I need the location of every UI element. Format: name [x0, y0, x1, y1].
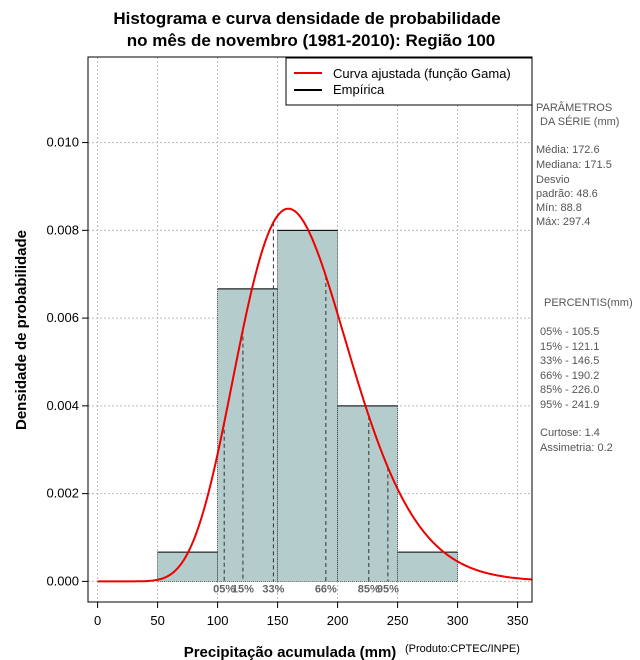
x-tick-label-350: 350 [507, 613, 529, 628]
credit-text: (Produto:CPTEC/INPE) [405, 643, 520, 655]
param-media: Média: 172.6 [536, 144, 600, 156]
legend: Curva ajustada (função Gama) Empírica [285, 57, 533, 106]
pct-05: 05% - 105.5 [540, 326, 599, 338]
pct-85: 85% - 226.0 [540, 384, 599, 396]
y-tick-label-0: 0.000 [46, 573, 79, 588]
y-axis: 0.000 0.002 0.004 0.006 0.008 0.010 [46, 135, 88, 588]
params-title-2: DA SÉRIE (mm) [540, 115, 619, 128]
percentile-lines [223, 222, 389, 582]
bar-2 [277, 229, 339, 582]
y-tick-label-2: 0.004 [46, 398, 79, 413]
y-axis-label: Densidade de probabilidade [13, 230, 30, 430]
y-tick-label-1: 0.002 [46, 486, 79, 501]
x-axis-label: Precipitação acumulada (mm) [184, 644, 397, 660]
pct-15: 15% - 121.1 [540, 341, 599, 353]
x-tick-label-250: 250 [387, 613, 409, 628]
x-tick-label-50: 50 [150, 613, 164, 628]
y-tick-label-5: 0.010 [46, 135, 79, 150]
legend-box [285, 57, 533, 106]
percentile-label-0: 05% [213, 583, 235, 595]
x-axis: 0 50 100 150 200 250 300 350 [94, 602, 528, 628]
x-tick-label-300: 300 [447, 613, 469, 628]
param-mediana: Mediana: 171.5 [536, 159, 612, 171]
percentile-label-2: 33% [262, 583, 284, 595]
y-tick-label-3: 0.006 [46, 310, 79, 325]
percentile-label-3: 66% [315, 583, 337, 595]
x-tick-label-100: 100 [207, 613, 229, 628]
param-desvio-1: Desvio [536, 174, 570, 186]
gamma-curve [97, 207, 533, 583]
percentile-label-4: 85% [358, 583, 380, 595]
curtose: Curtose: 1.4 [540, 427, 600, 439]
percentile-label-1: 15% [232, 583, 254, 595]
bar-3 [337, 405, 399, 582]
legend-label-curve: Curva ajustada (função Gama) [333, 66, 511, 81]
assimetria: Assimetria: 0.2 [540, 442, 613, 454]
bar-1 [217, 288, 279, 582]
param-max: Máx: 297.4 [536, 216, 590, 228]
chart-title-line-1: Histograma e curva densidade de probabil… [113, 9, 500, 28]
param-desvio-2: padrão: 48.6 [536, 188, 598, 200]
bar-4 [397, 551, 459, 582]
x-tick-label-150: 150 [267, 613, 289, 628]
params-title-1: PARÂMETROS [536, 101, 612, 114]
percentile-label-5: 95% [377, 583, 399, 595]
chart-title-line-2: no mês de novembro (1981-2010): Região 1… [127, 31, 495, 50]
percentiles-panel: PERCENTIS(mm) 05% - 105.5 15% - 121.1 33… [540, 297, 633, 454]
x-tick-label-0: 0 [94, 613, 101, 628]
pct-95: 95% - 241.9 [540, 399, 599, 411]
param-min: Mín: 88.8 [536, 202, 582, 214]
legend-label-empirical: Empírica [333, 82, 385, 97]
pct-66: 66% - 190.2 [540, 370, 599, 382]
plot-frame [87, 56, 533, 603]
series-parameters-panel: PARÂMETROS DA SÉRIE (mm) Média: 172.6 Me… [536, 101, 619, 228]
percentile-labels: 05%15% 33% 66% 85%95% [213, 583, 399, 595]
x-tick-label-200: 200 [327, 613, 349, 628]
pct-33: 33% - 146.5 [540, 355, 599, 367]
y-tick-label-4: 0.008 [46, 222, 79, 237]
percentis-title: PERCENTIS(mm) [544, 297, 633, 309]
